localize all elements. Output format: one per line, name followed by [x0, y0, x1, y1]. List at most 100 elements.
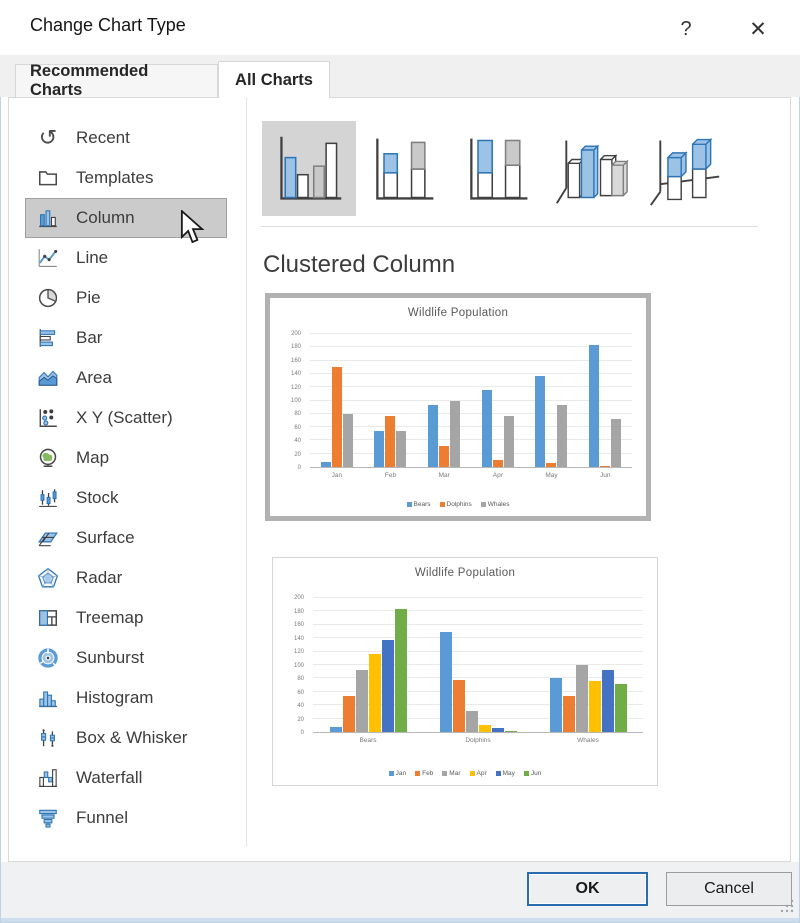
y-tick-label: 200: [293, 595, 304, 601]
sidebar-item-map[interactable]: Map: [25, 438, 227, 478]
subtype-3d-stacked-column[interactable]: [638, 121, 732, 216]
close-button[interactable]: ✕: [738, 10, 778, 48]
subtype-stacked-column[interactable]: [356, 121, 450, 216]
y-tick-label: 0: [297, 465, 301, 471]
bar: [342, 413, 353, 467]
y-tick-label: 60: [297, 689, 304, 696]
bar: [492, 459, 503, 467]
y-tick-label: 120: [293, 649, 304, 655]
y-tick-label: 100: [293, 662, 304, 669]
legend-marker: [469, 771, 475, 776]
help-button[interactable]: ?: [666, 10, 706, 48]
100-stacked-column-icon: [470, 138, 528, 200]
gridline: [313, 677, 643, 679]
legend-marker: [523, 771, 529, 776]
resize-grip-icon[interactable]: [779, 898, 795, 914]
legend-entry: Feb: [415, 770, 433, 777]
x-tick-label: May: [545, 472, 558, 479]
gridline: [313, 650, 643, 652]
sidebar-item-funnel[interactable]: Funnel: [25, 798, 227, 838]
x-tick-label: Apr: [492, 472, 503, 479]
bar: [439, 631, 452, 732]
waterfall-icon: [36, 766, 60, 790]
bar-group: [535, 334, 568, 467]
sidebar-item-treemap[interactable]: Treemap: [25, 598, 227, 638]
bar-group: [589, 334, 622, 467]
gridline: [313, 664, 643, 665]
bar: [504, 731, 517, 732]
sidebar-item-waterfall[interactable]: Waterfall: [25, 758, 227, 798]
templates-icon: [36, 166, 60, 190]
gridline: [310, 426, 632, 428]
bar: [331, 367, 342, 467]
y-tick-label: 180: [293, 608, 304, 615]
subtype-clustered-column[interactable]: [262, 121, 356, 216]
thumbnail-separator: [261, 226, 758, 227]
gridline: [310, 372, 632, 374]
bar: [575, 665, 588, 732]
gridline: [310, 386, 632, 388]
y-tick-label: 160: [290, 357, 301, 364]
sidebar-item-radar[interactable]: Radar: [25, 558, 227, 598]
sidebar-item-line[interactable]: Line: [25, 238, 227, 278]
gridline: [310, 346, 632, 348]
sidebar-item-stock[interactable]: Stock: [25, 478, 227, 518]
mouse-cursor: [180, 210, 205, 244]
ok-button[interactable]: OK: [527, 872, 648, 906]
plot-wrap: 0 20 40 60 80 100 120 140 160 180 200 Bears Dolphin…: [294, 595, 643, 744]
bar: [588, 681, 601, 732]
radar-icon: [36, 566, 60, 590]
sidebar-divider: [246, 98, 247, 846]
sunburst-icon: [36, 646, 60, 670]
gridline: [310, 333, 632, 334]
bar: [611, 419, 622, 467]
map-icon: [36, 446, 60, 470]
sidebar-item-histogram[interactable]: Histogram: [25, 678, 227, 718]
dialog-footer: OK Cancel: [1, 862, 799, 922]
bar: [385, 415, 396, 467]
legend-entry: May: [495, 770, 515, 777]
bar: [600, 466, 611, 467]
legend-entry: Mar: [442, 770, 461, 777]
y-tick-label: 20: [294, 451, 301, 458]
stacked-column-icon: [376, 138, 434, 200]
y-tick-label: 40: [297, 703, 304, 709]
bar-group: [320, 334, 353, 467]
tab-recommended-charts[interactable]: Recommended Charts: [15, 62, 218, 99]
chart-preview-clustered-by-animal[interactable]: Wildlife Population 0 20 40 60 80 100 120 140 16…: [272, 557, 658, 786]
treemap-icon: [36, 606, 60, 630]
legend-entry: Bears: [406, 501, 431, 508]
y-tick-label: 160: [293, 622, 304, 628]
sidebar-item-surface[interactable]: Surface: [25, 518, 227, 558]
y-tick-label: 0: [300, 730, 304, 736]
tab-all-charts[interactable]: All Charts: [218, 61, 330, 98]
bar: [428, 405, 439, 467]
gridline: [313, 637, 643, 639]
chart-type-sidebar: ↺ Recent Templates Column Line Pie Bar A…: [9, 118, 246, 838]
sidebar-item-sunburst[interactable]: Sunburst: [25, 638, 227, 678]
bar: [396, 431, 407, 467]
sidebar-item-bar[interactable]: Bar: [25, 318, 227, 358]
legend-marker: [406, 502, 412, 507]
chart-preview-clustered-by-month[interactable]: Wildlife Population 0 20 40 60 80 100 120 140 16…: [265, 293, 651, 521]
legend-entry: Apr: [469, 770, 487, 777]
sidebar-item-x-y-scatter[interactable]: X Y (Scatter): [25, 398, 227, 438]
sidebar-item-pie[interactable]: Pie: [25, 278, 227, 318]
subtype-3d-clustered-column[interactable]: [544, 121, 638, 216]
y-tick-label: 140: [293, 635, 304, 642]
legend-entry: Dolphins: [439, 501, 472, 508]
sidebar-item-area[interactable]: Area: [25, 358, 227, 398]
x-tick-label: Jun: [599, 472, 611, 479]
subtype-heading: Clustered Column: [263, 251, 456, 278]
sidebar-item-box-whisker[interactable]: Box & Whisker: [25, 718, 227, 758]
subtype-100-stacked-column[interactable]: [450, 121, 544, 216]
legend-marker: [442, 771, 448, 776]
cancel-button[interactable]: Cancel: [666, 872, 792, 906]
gridline: [310, 359, 632, 361]
sidebar-item-templates[interactable]: Templates: [25, 158, 227, 198]
bar: [546, 463, 557, 467]
y-axis: 0 20 40 60 80 100 120 140 160 180 200: [277, 595, 309, 736]
sidebar-item-recent[interactable]: ↺ Recent: [25, 118, 227, 158]
stock-icon: [36, 486, 60, 510]
sidebar-item-column[interactable]: Column: [25, 198, 227, 238]
